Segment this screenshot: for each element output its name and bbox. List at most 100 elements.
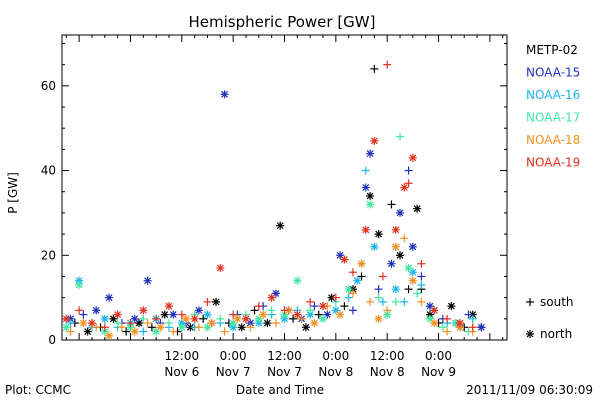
data-point-north	[293, 310, 302, 319]
plot-area-frame	[61, 34, 508, 341]
x-tick-label-time: 12:00	[370, 349, 405, 363]
data-point-north	[207, 319, 216, 328]
data-point-north	[100, 314, 109, 323]
data-point-north	[160, 310, 169, 319]
y-axis-label: P [GW]	[6, 172, 20, 214]
data-point-north	[75, 280, 84, 289]
x-tick-label-date: Nov 7	[216, 365, 251, 379]
data-point-south	[344, 293, 353, 302]
data-point-south	[254, 302, 263, 311]
y-tick-label: 40	[41, 164, 56, 178]
data-point-north	[139, 306, 148, 315]
data-point-south	[280, 306, 289, 315]
legend-marker-label: north	[540, 327, 572, 341]
data-point-south	[438, 323, 447, 332]
data-point-south	[79, 310, 88, 319]
data-point-south	[378, 272, 387, 281]
series-noaa-18	[66, 234, 477, 340]
y-tick-label: 20	[41, 248, 56, 262]
legend-marker-north	[526, 330, 534, 338]
legend-marker-label: south	[540, 295, 574, 309]
data-point-south	[370, 64, 379, 73]
data-point-north	[408, 242, 417, 251]
x-tick-label-date: Nov 6	[164, 365, 199, 379]
data-point-south	[413, 289, 422, 298]
data-point-north	[212, 297, 221, 306]
chart-title: Hemispheric Power [GW]	[189, 13, 376, 31]
data-point-north	[62, 314, 71, 323]
data-point-south	[417, 280, 426, 289]
x-tick-label-time: 0:00	[425, 349, 452, 363]
data-point-north	[391, 242, 400, 251]
legend-entry: METP-02	[526, 43, 578, 57]
data-point-north	[396, 208, 405, 217]
series-noaa-15	[66, 90, 486, 332]
data-point-north	[105, 331, 114, 340]
data-point-south	[314, 310, 323, 319]
data-point-south	[443, 327, 452, 336]
series-noaa-17	[62, 132, 473, 336]
legend-entry: NOAA-16	[526, 88, 580, 102]
data-point-south	[331, 293, 340, 302]
data-point-south	[464, 310, 473, 319]
data-point-south	[199, 314, 208, 323]
data-point-north	[408, 153, 417, 162]
data-point-north	[396, 251, 405, 260]
data-point-south	[177, 310, 186, 319]
data-point-north	[370, 242, 379, 251]
plot-timestamp: 2011/11/09 06:30:09	[466, 383, 593, 397]
data-point-south	[357, 272, 366, 281]
data-point-south	[220, 327, 229, 336]
legend-entry: NOAA-18	[526, 133, 580, 147]
data-point-north	[336, 310, 345, 319]
data-point-south	[400, 234, 409, 243]
data-point-north	[293, 276, 302, 285]
data-point-south	[216, 314, 225, 323]
data-point-north	[366, 200, 375, 209]
data-point-south	[340, 302, 349, 311]
data-point-north	[182, 314, 191, 323]
data-point-north	[87, 319, 96, 328]
data-point-north	[79, 319, 88, 328]
data-point-north	[366, 191, 375, 200]
data-point-north	[177, 323, 186, 332]
data-point-south	[297, 314, 306, 323]
x-tick-label-date: Nov 8	[318, 365, 353, 379]
data-point-north	[220, 90, 229, 99]
data-point-south	[117, 323, 126, 332]
data-point-south	[92, 323, 101, 332]
x-tick-label-date: Nov 8	[370, 365, 405, 379]
data-point-south	[383, 306, 392, 315]
data-point-north	[237, 323, 246, 332]
data-point-north	[447, 302, 456, 311]
data-point-south	[100, 323, 109, 332]
data-point-south	[391, 297, 400, 306]
data-point-north	[194, 306, 203, 315]
data-point-south	[404, 285, 413, 294]
data-point-north	[267, 293, 276, 302]
data-point-north	[366, 149, 375, 158]
data-point-south	[404, 179, 413, 188]
data-point-north	[319, 302, 328, 311]
x-tick-label-date: Nov 9	[421, 365, 456, 379]
data-point-south	[147, 323, 156, 332]
data-point-north	[400, 183, 409, 192]
legend-entry: NOAA-19	[526, 156, 580, 170]
data-point-south	[374, 293, 383, 302]
data-point-north	[169, 310, 178, 319]
data-point-north	[203, 310, 212, 319]
data-point-south	[361, 166, 370, 175]
x-tick-label-time: 0:00	[220, 349, 247, 363]
data-point-south	[271, 319, 280, 328]
data-point-south	[229, 310, 238, 319]
data-point-north	[430, 306, 439, 315]
data-point-south	[366, 297, 375, 306]
data-point-south	[404, 166, 413, 175]
data-point-north	[301, 323, 310, 332]
data-point-north	[216, 263, 225, 272]
data-point-north	[455, 319, 464, 328]
data-point-north	[105, 293, 114, 302]
data-point-north	[259, 310, 268, 319]
data-point-south	[443, 314, 452, 323]
data-point-north	[143, 276, 152, 285]
